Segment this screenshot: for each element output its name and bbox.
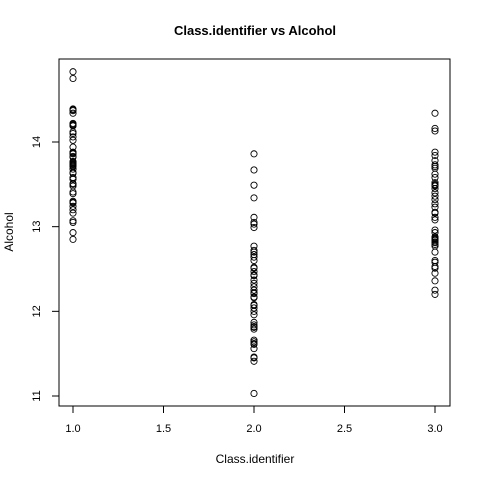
data-point: [250, 267, 258, 276]
data-point: [250, 325, 258, 333]
data-point: [250, 253, 258, 261]
data-point: [69, 68, 77, 76]
y-tick-label: 11: [31, 390, 43, 401]
data-point: [69, 136, 77, 144]
data-point: [431, 209, 439, 217]
data-point: [69, 209, 77, 217]
data-point: [250, 181, 258, 189]
data-point: [69, 109, 77, 117]
data-point: [69, 133, 77, 141]
chart-title: Class.identifier vs Alcohol: [174, 23, 336, 38]
data-point: [250, 264, 258, 272]
y-axis-label: Alcohol: [2, 212, 16, 251]
data-point: [250, 340, 258, 348]
data-point: [250, 304, 258, 312]
x-tick-label: 1.0: [65, 423, 80, 435]
data-point: [250, 279, 258, 287]
data-point: [69, 235, 77, 243]
data-points: [69, 68, 439, 398]
data-point: [431, 248, 439, 256]
x-axis: 1.0 1.5 2.0 2.5 3.0: [65, 405, 443, 435]
data-point: [250, 166, 258, 174]
data-point: [431, 226, 439, 234]
data-point: [431, 189, 439, 197]
data-point: [250, 272, 258, 280]
data-point: [431, 277, 439, 285]
data-point: [69, 229, 77, 237]
data-point: [69, 218, 77, 226]
x-axis-label: Class.identifier: [216, 452, 295, 466]
data-point: [431, 264, 439, 272]
data-point: [69, 74, 77, 83]
data-point: [250, 223, 258, 232]
data-point: [69, 175, 77, 183]
data-point: [431, 192, 439, 200]
data-point: [431, 148, 439, 156]
data-point: [431, 185, 439, 193]
data-point: [431, 174, 439, 182]
data-point: [431, 286, 439, 294]
data-point: [250, 220, 258, 228]
data-point: [69, 202, 77, 210]
data-point: [250, 389, 258, 398]
y-axis: 11 12 13 14: [31, 136, 60, 402]
x-tick-label: 2.5: [337, 423, 352, 435]
data-point: [69, 206, 77, 214]
data-point: [431, 196, 439, 204]
data-point: [250, 357, 258, 365]
data-point: [431, 290, 439, 298]
data-point: [250, 307, 258, 315]
x-tick-label: 1.5: [156, 423, 171, 435]
data-point: [431, 200, 439, 208]
data-point: [431, 170, 439, 178]
x-tick-label: 2.0: [246, 423, 261, 435]
data-point: [250, 256, 258, 265]
data-point: [69, 199, 77, 207]
data-point: [431, 151, 439, 160]
data-point: [431, 269, 439, 277]
y-tick-label: 12: [31, 305, 43, 317]
data-point: [250, 290, 258, 298]
data-point: [69, 129, 77, 138]
data-point: [250, 354, 258, 362]
data-point: [250, 345, 258, 353]
x-tick-label: 3.0: [427, 423, 442, 435]
y-tick-label: 14: [31, 136, 43, 148]
data-point: [250, 194, 258, 202]
data-point: [431, 109, 439, 117]
data-point: [250, 213, 258, 221]
y-tick-label: 13: [31, 221, 43, 233]
data-point: [250, 286, 258, 294]
data-point: [250, 294, 258, 302]
data-point: [431, 124, 439, 133]
data-point: [431, 182, 439, 190]
data-point: [250, 248, 258, 256]
data-point: [250, 311, 258, 319]
data-point: [250, 318, 258, 326]
data-point: [250, 150, 258, 158]
data-point: [431, 216, 439, 224]
data-point: [250, 276, 258, 284]
data-point: [69, 190, 77, 198]
data-point: [69, 150, 77, 158]
data-point: [431, 127, 439, 135]
data-point: [69, 107, 77, 115]
data-point: [431, 213, 439, 221]
data-point: [69, 165, 77, 173]
